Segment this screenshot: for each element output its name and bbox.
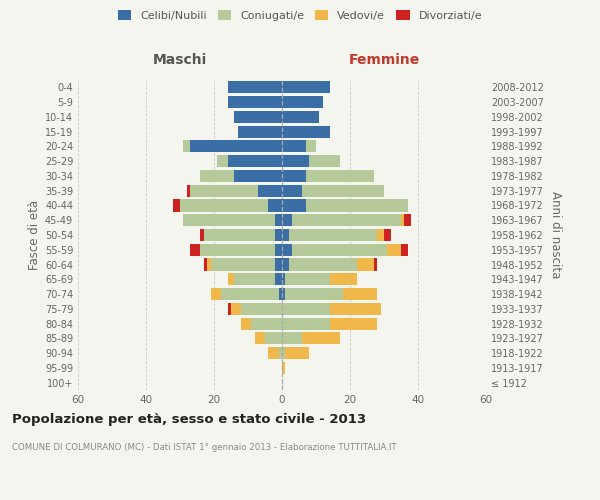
Bar [377,229,384,241]
Bar [282,170,306,182]
Bar [286,347,309,359]
Bar [251,318,282,330]
Text: Femmine: Femmine [349,54,419,68]
Bar [282,244,292,256]
Bar [227,82,282,94]
Bar [278,288,282,300]
Bar [207,258,211,270]
Bar [388,244,401,256]
Bar [306,140,316,152]
Bar [292,244,388,256]
Bar [235,170,282,182]
Bar [282,273,286,285]
Bar [268,200,282,211]
Bar [187,184,190,197]
Bar [278,347,282,359]
Bar [282,96,323,108]
Bar [384,229,391,241]
Bar [282,347,286,359]
Bar [282,111,319,123]
Bar [265,332,282,344]
Bar [235,111,282,123]
Bar [275,258,282,270]
Text: COMUNE DI COLMURANO (MC) - Dati ISTAT 1° gennaio 2013 - Elaborazione TUTTITALIA.: COMUNE DI COLMURANO (MC) - Dati ISTAT 1°… [12,442,397,452]
Bar [282,318,329,330]
Bar [184,214,275,226]
Bar [204,229,275,241]
Bar [275,229,282,241]
Text: Popolazione per età, sesso e stato civile - 2013: Popolazione per età, sesso e stato civil… [12,412,366,426]
Bar [309,155,340,167]
Bar [357,258,374,270]
Bar [211,258,275,270]
Bar [235,273,275,285]
Bar [241,318,251,330]
Bar [282,303,329,315]
Bar [173,200,180,211]
Bar [200,170,235,182]
Text: Maschi: Maschi [153,54,207,68]
Bar [275,214,282,226]
Bar [190,244,200,256]
Bar [282,258,289,270]
Bar [289,258,357,270]
Bar [306,170,374,182]
Bar [200,229,204,241]
Bar [217,155,227,167]
Bar [401,214,404,226]
Bar [258,184,282,197]
Bar [190,184,258,197]
Bar [292,214,401,226]
Bar [306,200,408,211]
Bar [282,288,286,300]
Bar [227,273,235,285]
Bar [221,288,278,300]
Bar [275,273,282,285]
Bar [282,200,306,211]
Bar [227,303,231,315]
Bar [282,229,289,241]
Bar [190,140,282,152]
Bar [282,332,302,344]
Bar [374,258,377,270]
Bar [329,303,380,315]
Bar [231,303,241,315]
Y-axis label: Fasce di età: Fasce di età [28,200,41,270]
Bar [329,318,377,330]
Bar [255,332,265,344]
Bar [282,140,306,152]
Bar [401,244,408,256]
Bar [289,229,377,241]
Bar [227,155,282,167]
Bar [275,244,282,256]
Bar [404,214,411,226]
Bar [238,126,282,138]
Bar [282,362,286,374]
Bar [286,273,329,285]
Legend: Celibi/Nubili, Coniugati/e, Vedovi/e, Divorziati/e: Celibi/Nubili, Coniugati/e, Vedovi/e, Di… [113,6,487,25]
Bar [282,214,292,226]
Bar [268,347,278,359]
Bar [302,332,340,344]
Bar [282,184,302,197]
Bar [282,155,309,167]
Bar [180,200,268,211]
Bar [204,258,207,270]
Bar [200,244,275,256]
Bar [227,96,282,108]
Bar [184,140,190,152]
Bar [241,303,282,315]
Bar [211,288,221,300]
Bar [282,82,329,94]
Bar [343,288,377,300]
Bar [286,288,343,300]
Bar [282,126,329,138]
Bar [329,273,357,285]
Y-axis label: Anni di nascita: Anni di nascita [549,192,562,278]
Bar [302,184,384,197]
